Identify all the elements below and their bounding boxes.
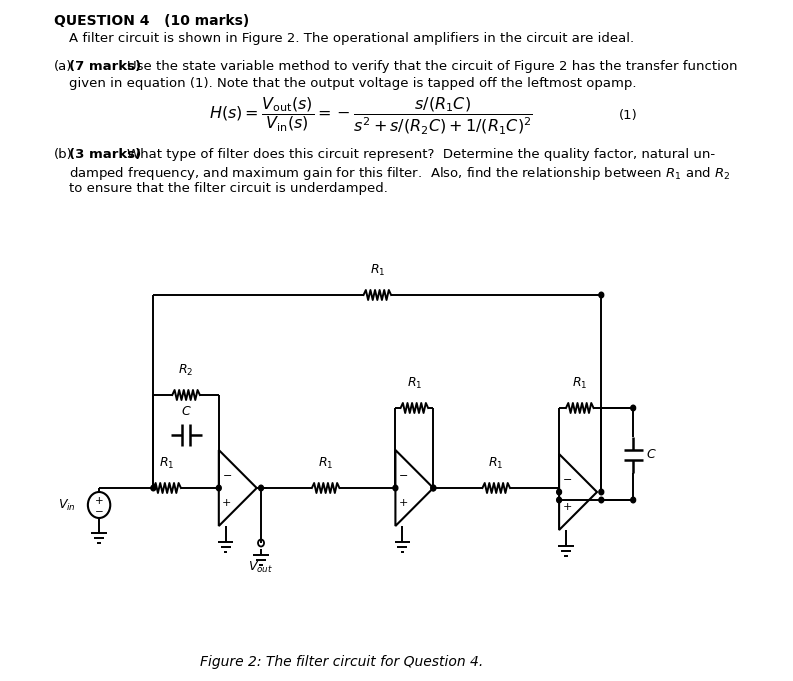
Circle shape [630,497,636,503]
Text: $+$: $+$ [561,501,572,511]
Circle shape [393,485,398,491]
Text: (7 marks): (7 marks) [69,60,141,73]
Text: $+$: $+$ [221,496,232,507]
Circle shape [151,485,155,491]
Text: $-$: $-$ [398,469,408,479]
Text: $V_{in}$: $V_{in}$ [58,497,76,513]
Text: A filter circuit is shown in Figure 2. The operational amplifiers in the circuit: A filter circuit is shown in Figure 2. T… [69,32,634,45]
Text: $V_{out}$: $V_{out}$ [248,560,274,575]
Circle shape [216,485,221,491]
Text: $C$: $C$ [181,405,191,418]
Text: damped frequency, and maximum gain for this filter.  Also, find the relationship: damped frequency, and maximum gain for t… [69,165,730,182]
Circle shape [431,485,435,491]
Circle shape [431,485,435,491]
Circle shape [599,497,603,503]
Circle shape [630,405,636,411]
Text: What type of filter does this circuit represent?  Determine the quality factor, : What type of filter does this circuit re… [127,148,714,161]
Text: to ensure that the filter circuit is underdamped.: to ensure that the filter circuit is und… [69,182,388,195]
Text: given in equation (1). Note that the output voltage is tapped off the leftmost o: given in equation (1). Note that the out… [69,77,637,90]
Text: $H(s) = \dfrac{V_{\mathrm{out}}(s)}{V_{\mathrm{in}}(s)} = -\dfrac{s/(R_1C)}{s^2 : $H(s) = \dfrac{V_{\mathrm{out}}(s)}{V_{\… [209,95,534,137]
Text: $-$: $-$ [94,505,104,516]
Text: (a): (a) [54,60,73,73]
Circle shape [259,485,263,491]
Text: $R_1$: $R_1$ [488,456,504,471]
Text: QUESTION 4   (10 marks): QUESTION 4 (10 marks) [54,14,250,28]
Text: Use the state variable method to verify that the circuit of Figure 2 has the tra: Use the state variable method to verify … [127,60,737,73]
Text: $+$: $+$ [398,496,408,507]
Circle shape [557,497,561,503]
Text: (b): (b) [54,148,73,161]
Text: $R_2$: $R_2$ [178,363,193,378]
Text: $-$: $-$ [561,473,572,483]
Text: $R_1$: $R_1$ [407,376,422,391]
Text: $R_1$: $R_1$ [159,456,174,471]
Text: (3 marks): (3 marks) [69,148,141,161]
Text: $+$: $+$ [94,494,104,505]
Circle shape [599,489,603,495]
Text: $R_1$: $R_1$ [318,456,333,471]
Circle shape [557,489,561,495]
Text: $C$: $C$ [646,449,657,462]
Text: $-$: $-$ [221,469,232,479]
Text: $R_1$: $R_1$ [572,376,588,391]
Text: Figure 2: The filter circuit for Question 4.: Figure 2: The filter circuit for Questio… [200,655,483,669]
Text: $R_1$: $R_1$ [370,263,385,278]
Circle shape [599,292,603,298]
Text: (1): (1) [619,110,638,123]
